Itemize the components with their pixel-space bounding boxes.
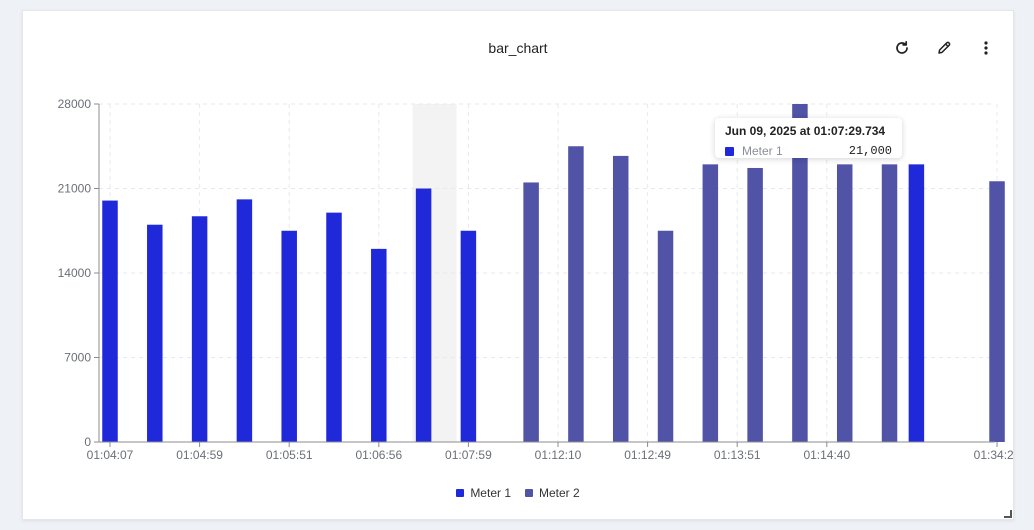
bar-meter-2	[792, 104, 808, 442]
refresh-icon	[896, 40, 908, 54]
y-tick-label: 14000	[58, 266, 92, 280]
tooltip-series-name: Meter 1	[742, 144, 783, 158]
edit-button[interactable]	[929, 37, 959, 59]
bar-meter-2	[881, 164, 898, 442]
x-tick-label: 01:06:56	[355, 448, 402, 462]
bar-meter-1	[191, 216, 208, 442]
y-tick-label: 0	[84, 435, 91, 449]
x-tick-label: 01:14:40	[803, 448, 850, 462]
legend-swatch-meter-2	[525, 489, 533, 497]
x-tick-label: 01:12:10	[535, 448, 582, 462]
tooltip-row: Meter 1 21,000	[725, 144, 892, 158]
legend-swatch-meter-1	[456, 489, 465, 497]
chart-tooltip: Jun 09, 2025 at 01:07:29.734 Meter 1 21,…	[715, 118, 902, 158]
bar-meter-2	[836, 164, 853, 442]
x-tick-label: 01:34:23	[974, 448, 1013, 462]
legend-item-meter-1[interactable]: Meter 1	[456, 486, 511, 500]
legend-item-meter-2[interactable]: Meter 2	[525, 486, 580, 500]
tooltip-series-swatch	[725, 146, 734, 156]
bar-meter-1	[147, 224, 163, 442]
refresh-button[interactable]	[887, 37, 917, 59]
tooltip-series-value: 21,000	[848, 144, 892, 158]
resize-handle[interactable]	[1004, 510, 1012, 518]
bar-meter-2	[657, 230, 674, 442]
x-tick-label: 01:04:59	[176, 448, 223, 462]
bar-chart-plot: 0 7000 14000 21000 28000 01:04:07 01:04:59 01:0…	[58, 97, 1013, 462]
chart-panel: bar_chart 0 7000 14000 21000 28000 01:04:07 01…	[22, 10, 1014, 520]
legend-label-meter-2: Meter 2	[539, 486, 580, 500]
x-tick-label: 01:13:51	[714, 448, 761, 462]
chart-legend: Meter 1 Meter 2	[23, 486, 1013, 500]
y-tick-label: 21000	[58, 182, 92, 196]
tooltip-timestamp: Jun 09, 2025 at 01:07:29.734	[725, 124, 886, 138]
y-tick-label: 7000	[64, 351, 91, 365]
bar-meter-1	[908, 164, 925, 442]
bar-meter-1	[236, 199, 253, 442]
bar-meter-1	[102, 200, 118, 442]
bar-meter-2	[612, 155, 629, 442]
vertical-dots-icon	[984, 41, 988, 55]
y-tick-label: 28000	[58, 97, 92, 111]
pencil-icon	[938, 41, 951, 54]
bar-meter-1	[415, 188, 432, 442]
x-tick-label: 01:07:59	[445, 448, 492, 462]
legend-label-meter-1: Meter 1	[470, 486, 511, 500]
bar-meter-1	[460, 230, 477, 442]
bar-meter-2	[702, 164, 719, 442]
more-options-button[interactable]	[971, 37, 1001, 59]
bar-meter-2	[989, 181, 1005, 442]
bar-meter-2	[523, 182, 539, 442]
bar-meter-1	[281, 230, 297, 442]
bar-meter-1	[326, 212, 342, 442]
bar-meter-2	[747, 167, 763, 442]
x-tick-label: 01:04:07	[87, 448, 134, 462]
x-tick-label: 01:12:49	[624, 448, 671, 462]
panel-toolbar	[887, 37, 1001, 59]
bar-meter-2	[568, 146, 584, 442]
x-tick-label: 01:05:51	[266, 448, 313, 462]
panel-title: bar_chart	[488, 40, 548, 56]
bar-meter-1	[371, 248, 387, 442]
